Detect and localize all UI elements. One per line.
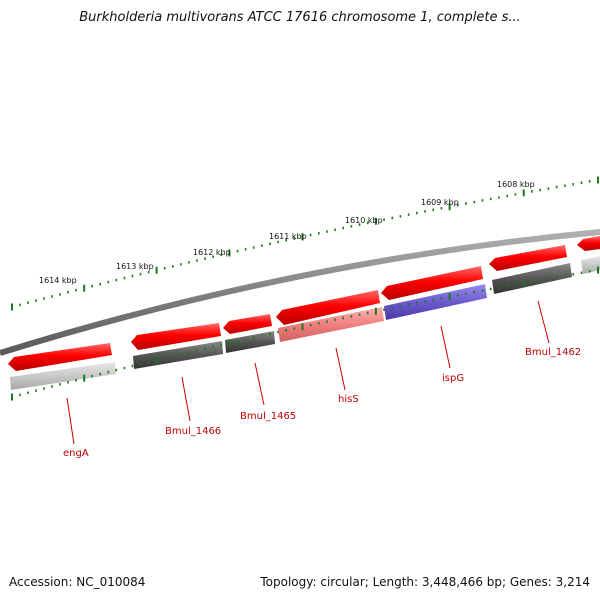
- tick-label: 1608 kbp: [497, 180, 535, 189]
- label-line-engA: [66, 397, 75, 445]
- genome-backbone: [0, 229, 600, 356]
- gene-edge-bar[interactable]: [581, 256, 600, 274]
- gene-label-lines: [66, 300, 550, 445]
- label-line-hisS: [335, 347, 346, 391]
- feature-forward-2[interactable]: [131, 323, 221, 350]
- label-line-Bmul_1465: [254, 362, 265, 406]
- gene-label-Bmul_1465[interactable]: Bmul_1465: [240, 411, 296, 422]
- label-line-Bmul_1466: [181, 376, 191, 422]
- tick-ring-outer: [11, 176, 599, 311]
- tick-label: 1609 kbp: [421, 198, 459, 207]
- tick-label: 1612 kbp: [193, 248, 231, 257]
- tick-labels: 1614 kbp 1613 kbp 1612 kbp 1611 kbp 1610 kbp…: [39, 180, 535, 285]
- gene-label-ispG[interactable]: ispG: [442, 373, 464, 384]
- gene-Bmul_1462-bar[interactable]: [492, 263, 572, 294]
- gene-ispG-bar[interactable]: [384, 284, 487, 320]
- forward-strand: [8, 236, 600, 371]
- label-line-ispG: [440, 325, 451, 369]
- tick-ring-inner: [11, 266, 599, 401]
- feature-forward-7[interactable]: [577, 236, 600, 251]
- map-title: Burkholderia multivorans ATCC 17616 chro…: [79, 10, 521, 25]
- tick-label: 1613 kbp: [116, 262, 154, 271]
- feature-forward-6[interactable]: [489, 245, 567, 271]
- feature-forward-1[interactable]: [8, 343, 112, 371]
- gene-engA-bar[interactable]: [10, 362, 116, 390]
- tick-label: 1610 kbp: [345, 216, 383, 225]
- tick-label: 1614 kbp: [39, 276, 77, 285]
- feature-forward-4[interactable]: [276, 290, 380, 325]
- gene-label-hisS[interactable]: hisS: [338, 394, 359, 405]
- feature-forward-3[interactable]: [223, 314, 272, 334]
- feature-forward-5[interactable]: [381, 266, 483, 300]
- tick-label: 1611 kbp: [269, 232, 307, 241]
- gene-label-engA[interactable]: engA: [63, 448, 89, 459]
- gene-label-Bmul_1462[interactable]: Bmul_1462: [525, 347, 581, 358]
- topology-summary: Topology: circular; Length: 3,448,466 bp…: [260, 575, 590, 589]
- gene-Bmul_1466-bar[interactable]: [133, 341, 223, 369]
- gene-label-Bmul_1466[interactable]: Bmul_1466: [165, 426, 221, 437]
- label-line-Bmul_1462: [537, 300, 550, 344]
- gene-hisS-bar[interactable]: [278, 307, 384, 342]
- accession-text: Accession: NC_010084: [9, 575, 146, 589]
- reverse-strand: [10, 256, 600, 390]
- gene-Bmul_1465-bar[interactable]: [225, 331, 275, 353]
- gene-labels: engA Bmul_1466 Bmul_1465 hisS ispG Bmul_…: [63, 347, 581, 459]
